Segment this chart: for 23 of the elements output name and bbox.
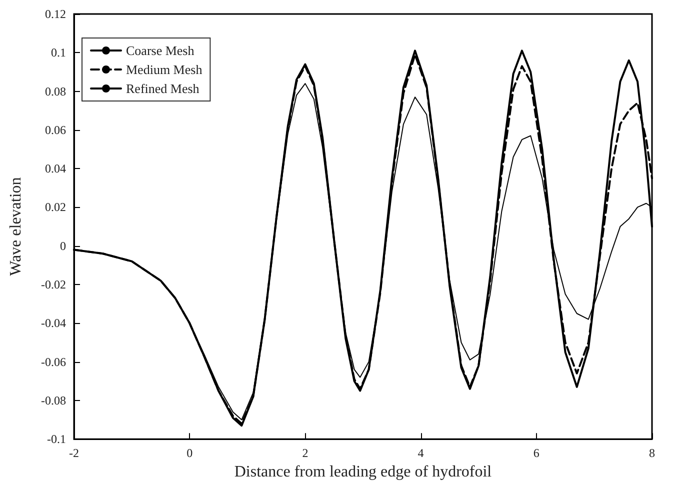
x-tick-label: 0 bbox=[186, 446, 193, 460]
y-tick-label: -0.02 bbox=[41, 278, 66, 292]
y-tick-label: -0.04 bbox=[41, 316, 66, 330]
y-tick-label: -0.08 bbox=[41, 393, 66, 408]
legend-label: Coarse Mesh bbox=[126, 43, 195, 58]
y-tick-label: 0.02 bbox=[45, 200, 66, 214]
y-axis-title: Wave elevation bbox=[8, 177, 24, 276]
y-tick-label: 0.06 bbox=[45, 122, 66, 137]
legend-label: Medium Mesh bbox=[126, 62, 203, 77]
x-tick-label: 8 bbox=[649, 446, 655, 460]
x-tick-label: -2 bbox=[69, 446, 79, 460]
legend-label: Refined Mesh bbox=[126, 81, 200, 96]
y-tick-label: 0.08 bbox=[45, 84, 66, 98]
y-tick-label: -0.1 bbox=[47, 432, 66, 446]
x-axis-title: Distance from leading edge of hydrofoil bbox=[234, 464, 492, 480]
y-tick-label: -0.06 bbox=[41, 354, 66, 369]
x-tick-label: 6 bbox=[533, 446, 540, 460]
y-tick-label: 0.12 bbox=[45, 7, 66, 21]
y-tick-label: 0 bbox=[60, 238, 66, 253]
y-tick-label: 0.04 bbox=[45, 162, 66, 176]
x-tick-label: 2 bbox=[302, 446, 308, 460]
y-tick-label: 0.1 bbox=[51, 46, 66, 60]
x-tick-label: 4 bbox=[418, 446, 424, 460]
